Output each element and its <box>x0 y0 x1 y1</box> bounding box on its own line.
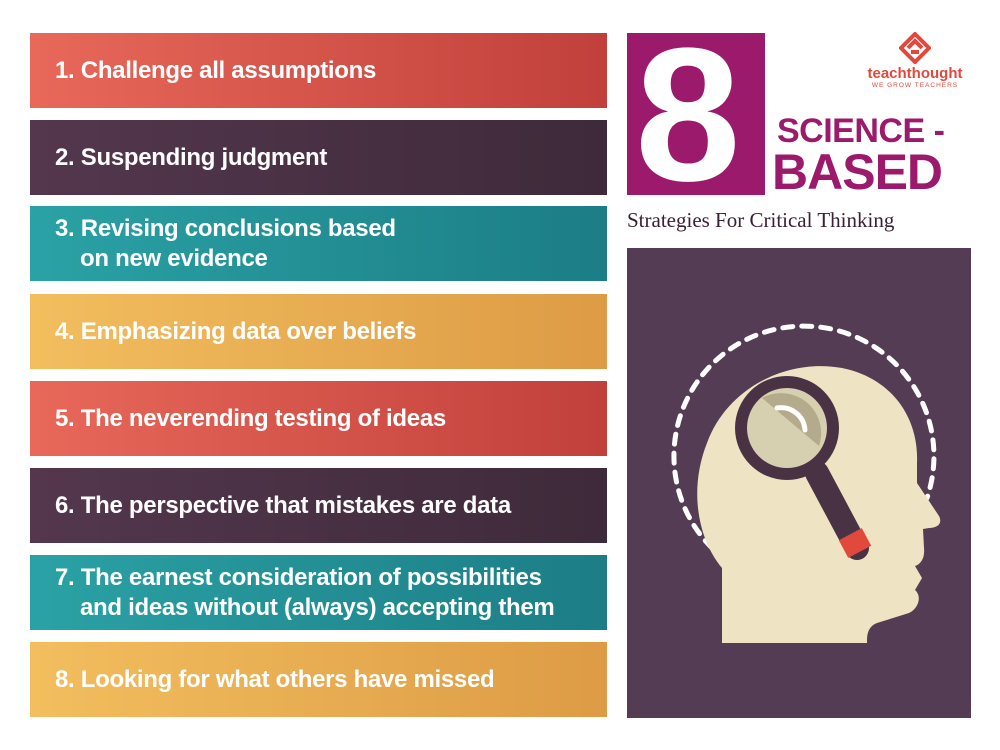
teachthought-logo: teachthought WE GROW TEACHERS <box>850 32 980 94</box>
strategy-3-text-line2: on new evidence <box>80 244 268 272</box>
strategy-3: 3. Revising conclusions based on new evi… <box>30 206 607 281</box>
strategy-6: 6. The perspective that mistakes are dat… <box>30 468 607 543</box>
strategy-2-text: 2. Suspending judgment <box>55 143 328 171</box>
title-line2: BASED <box>772 144 943 200</box>
strategy-1-text: 1. Challenge all assumptions <box>55 56 377 84</box>
strategy-4-text: 4. Emphasizing data over beliefs <box>55 317 417 345</box>
strategy-4: 4. Emphasizing data over beliefs <box>30 294 607 369</box>
strategy-8-text: 8. Looking for what others have missed <box>55 665 495 693</box>
title-line1: SCIENCE - <box>777 112 945 150</box>
strategy-5-text: 5. The neverending testing of ideas <box>55 404 446 432</box>
magnifying-glass-icon <box>735 376 872 560</box>
strategy-7-text-line1: 7. The earnest consideration of possibil… <box>55 563 542 591</box>
illustration-panel <box>627 248 971 718</box>
strategy-8: 8. Looking for what others have missed <box>30 642 607 717</box>
logo-tagline: WE GROW TEACHERS <box>871 82 959 89</box>
strategy-7: 7. The earnest consideration of possibil… <box>30 555 607 630</box>
strategy-5: 5. The neverending testing of ideas <box>30 381 607 456</box>
title-number-background <box>627 33 765 195</box>
strategy-2: 2. Suspending judgment <box>30 120 607 195</box>
strategy-6-text: 6. The perspective that mistakes are dat… <box>55 491 511 519</box>
dashed-arc <box>671 323 937 551</box>
logo-brand: teachthought <box>867 65 963 82</box>
subtitle: Strategies For Critical Thinking <box>627 208 895 232</box>
strategy-1: 1. Challenge all assumptions <box>30 33 607 108</box>
strategy-3-text-line1: 3. Revising conclusions based <box>55 214 396 242</box>
strategy-7-text-line2: and ideas without (always) accepting the… <box>80 593 555 621</box>
teachthought-logo-icon <box>899 32 931 64</box>
head-illustration <box>671 323 941 643</box>
title-number: 8 <box>635 9 741 221</box>
